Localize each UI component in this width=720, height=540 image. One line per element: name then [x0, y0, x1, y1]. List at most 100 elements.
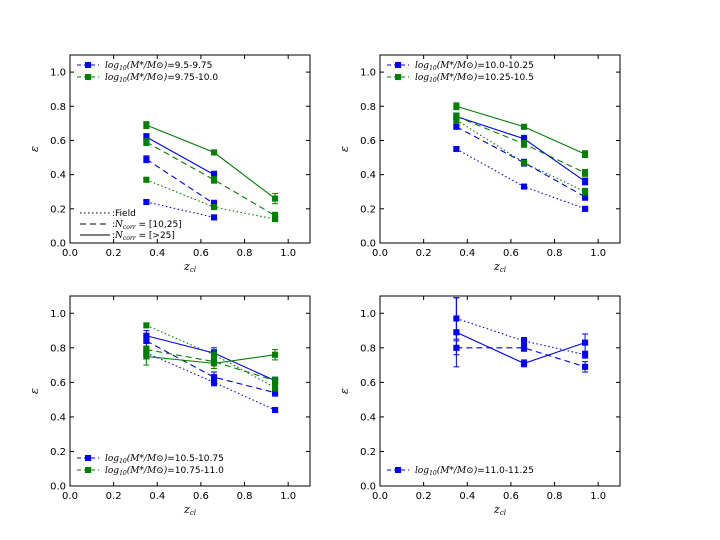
y-tick-label: 0.2 — [360, 447, 376, 458]
series-line — [146, 349, 276, 382]
plot-frame — [69, 54, 311, 244]
x-tick-label: 0.0 — [372, 248, 388, 259]
x-tick-label: 1.0 — [590, 248, 606, 259]
data-point — [453, 329, 460, 336]
y-tick-label: 0.0 — [360, 482, 376, 493]
style-legend: :Field:Ncorr = [10,25]:Ncorr = [>25] — [80, 209, 182, 242]
legend-label: log10(M*/M⊙)=10.5-10.75 — [105, 453, 224, 465]
x-tick-label: 0.0 — [62, 248, 78, 259]
series — [143, 347, 279, 370]
data-point — [143, 353, 150, 360]
x-tick-label: 1.0 — [280, 491, 296, 502]
legend-label: log10(M*/M⊙)=10.75-11.0 — [105, 465, 224, 477]
y-tick-label: 0.2 — [50, 447, 66, 458]
legend: log10(M*/M⊙)=9.5-9.75log10(M*/M⊙)=9.75-1… — [77, 60, 218, 84]
legend: log10(M*/M⊙)=11.0-11.25 — [387, 465, 534, 477]
y-tick-label: 0.4 — [360, 170, 376, 181]
data-point — [210, 176, 218, 183]
y-tick-label: 0.8 — [360, 343, 376, 354]
legend: log10(M*/M⊙)=10.5-10.75log10(M*/M⊙)=10.7… — [77, 453, 224, 477]
series — [143, 121, 279, 205]
series-line — [456, 105, 586, 155]
series — [453, 145, 589, 212]
x-tick-label: 0.8 — [237, 491, 253, 502]
plot-frame — [379, 295, 621, 487]
series-line — [146, 141, 276, 217]
data-point — [143, 139, 150, 146]
data-point — [143, 198, 150, 206]
y-tick-label: 0.2 — [360, 204, 376, 215]
series-line — [456, 126, 586, 198]
x-tick-label: 0.4 — [149, 248, 165, 259]
style-legend-label: :Ncorr = [10,25] — [112, 220, 182, 231]
data-point — [143, 332, 150, 339]
y-tick-label: 0.4 — [50, 170, 66, 181]
y-tick-label: 0.2 — [50, 204, 66, 215]
series-line — [456, 148, 586, 210]
style-legend-label: :Field — [112, 209, 136, 219]
y-tick-label: 0.4 — [50, 412, 66, 423]
data-point — [143, 176, 150, 183]
data-point — [520, 123, 528, 130]
panel-4: 0.0 0.2 0.4 0.6 0.8 1.0 0.0 0.2 0.4 0.6 0.8 1.0 zcl ε… — [338, 295, 621, 517]
series — [143, 155, 218, 208]
legend-label: log10(M*/M⊙)=10.25-10.5 — [415, 72, 534, 84]
x-tick-label: 0.6 — [193, 491, 209, 502]
x-tick-label: 0.4 — [459, 248, 475, 259]
data-point — [272, 406, 279, 414]
data-point — [453, 123, 460, 130]
panel-3: 0.0 0.2 0.4 0.6 0.8 1.0 0.0 0.2 0.4 0.6 0.8 1.0 zcl ε… — [28, 295, 311, 517]
x-tick-label: 0.6 — [193, 248, 209, 259]
series — [143, 138, 279, 220]
series-line — [456, 119, 586, 193]
data-point — [582, 205, 589, 212]
series-line — [146, 201, 215, 218]
y-axis-label: ε — [28, 146, 41, 152]
x-tick-label: 0.6 — [503, 491, 519, 502]
series — [453, 116, 589, 196]
x-tick-label: 1.0 — [280, 248, 296, 259]
x-tick-label: 0.6 — [503, 248, 519, 259]
x-axis-label: zcl — [183, 260, 196, 274]
data-point — [143, 156, 150, 163]
series — [453, 102, 589, 159]
x-tick-label: 0.4 — [149, 491, 165, 502]
data-point — [520, 140, 528, 147]
y-axis-label: ε — [338, 388, 351, 394]
x-tick-label: 0.2 — [106, 248, 122, 259]
panel-1: 0.0 0.2 0.4 0.6 0.8 1.0 0.0 0.2 0.4 0.6 0.8 1.0 zcl ε… — [28, 54, 311, 274]
series — [453, 297, 589, 359]
y-tick-label: 0.8 — [360, 102, 376, 113]
data-point — [582, 169, 589, 176]
data-point — [143, 322, 150, 329]
legend-marker — [84, 61, 92, 69]
series — [143, 198, 218, 221]
legend-label: log10(M*/M⊙)=10.0-10.25 — [415, 60, 534, 72]
series — [143, 176, 279, 223]
data-point — [453, 113, 460, 120]
data-point — [272, 195, 279, 202]
y-tick-label: 1.0 — [50, 68, 66, 79]
series-line — [146, 179, 276, 220]
series — [453, 112, 589, 186]
y-axis-label: ε — [28, 388, 41, 394]
y-tick-label: 1.0 — [360, 309, 376, 320]
series — [143, 133, 218, 179]
style-legend-label: :Ncorr = [>25] — [112, 231, 175, 242]
legend-label: log10(M*/M⊙)=9.75-10.0 — [105, 72, 218, 84]
y-tick-label: 0.4 — [360, 412, 376, 423]
data-point — [582, 339, 589, 346]
series — [143, 335, 279, 397]
series-line — [456, 347, 586, 368]
legend-marker — [394, 61, 402, 69]
plot-frame — [379, 54, 621, 244]
series — [453, 112, 589, 177]
data-point — [520, 344, 528, 351]
y-tick-label: 0.0 — [50, 239, 66, 250]
data-point — [520, 337, 528, 344]
series-line — [146, 352, 276, 411]
legend-marker — [84, 73, 92, 81]
data-point — [272, 377, 279, 384]
x-tick-label: 0.0 — [372, 491, 388, 502]
x-axis-label: zcl — [493, 503, 506, 517]
